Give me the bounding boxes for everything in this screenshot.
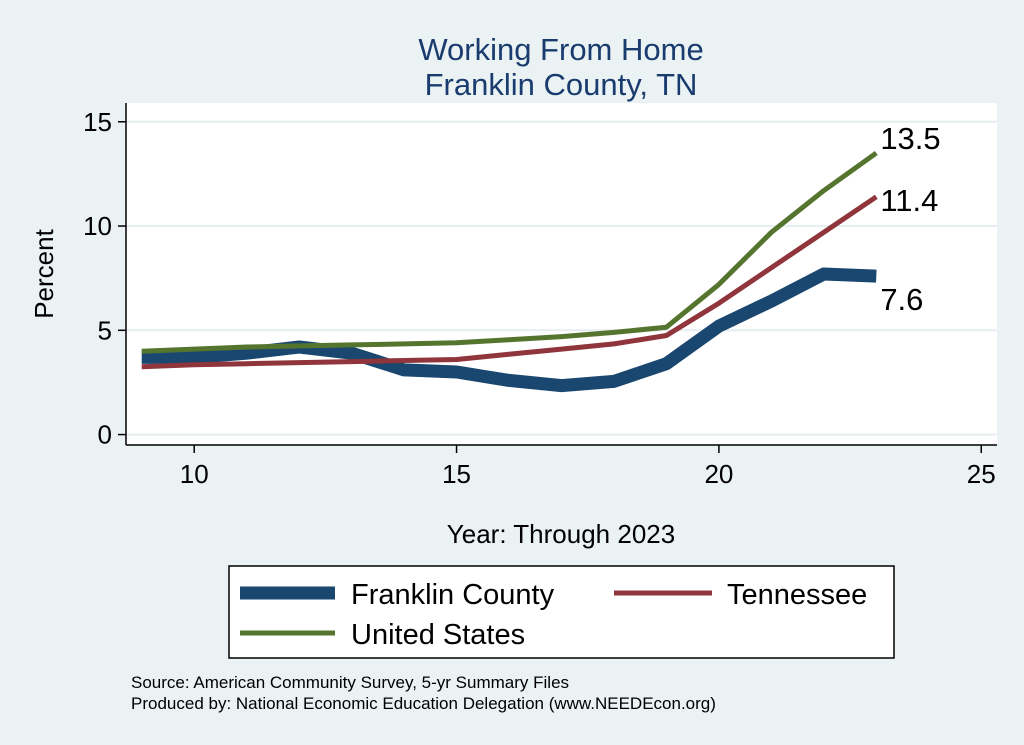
end-label-united-states: 13.5	[880, 121, 940, 156]
legend-label-tennessee: Tennessee	[727, 579, 867, 611]
x-axis-title: Year: Through 2023	[447, 519, 675, 549]
end-label-franklin-county: 7.6	[880, 282, 923, 317]
chart-title-line2: Franklin County, TN	[425, 67, 698, 102]
ticks: 0 5 10 15 10 15 20 25	[83, 107, 996, 489]
x-tick-label-20: 20	[704, 459, 733, 489]
series-line-franklin-county	[141, 267, 877, 393]
gridlines	[126, 120, 997, 436]
x-tick-label-10: 10	[180, 459, 209, 489]
y-tick-label-10: 10	[83, 211, 112, 241]
y-tick-label-0: 0	[98, 420, 112, 450]
chart-title-line1: Working From Home	[418, 32, 703, 67]
legend-box	[228, 565, 895, 659]
end-label-tennessee: 11.4	[880, 183, 938, 218]
x-tick-label-25: 25	[967, 459, 996, 489]
source-note: Source: American Community Survey, 5-yr …	[131, 673, 569, 692]
series-lines	[141, 150, 878, 393]
series-line-united-states	[141, 150, 878, 354]
legend-label-franklin-county: Franklin County	[351, 579, 555, 611]
end-labels: 7.6 11.4 13.5	[880, 121, 940, 317]
produced-by-note: Produced by: National Economic Education…	[131, 694, 716, 713]
x-tick-label-15: 15	[442, 459, 471, 489]
series-line-tennessee	[141, 194, 878, 370]
axes	[125, 103, 997, 446]
y-axis-title: Percent	[29, 228, 59, 318]
legend: Franklin County Tennessee United States	[228, 565, 895, 659]
legend-label-united-states: United States	[351, 619, 525, 651]
y-tick-label-5: 5	[98, 315, 112, 345]
y-tick-label-15: 15	[83, 107, 112, 137]
